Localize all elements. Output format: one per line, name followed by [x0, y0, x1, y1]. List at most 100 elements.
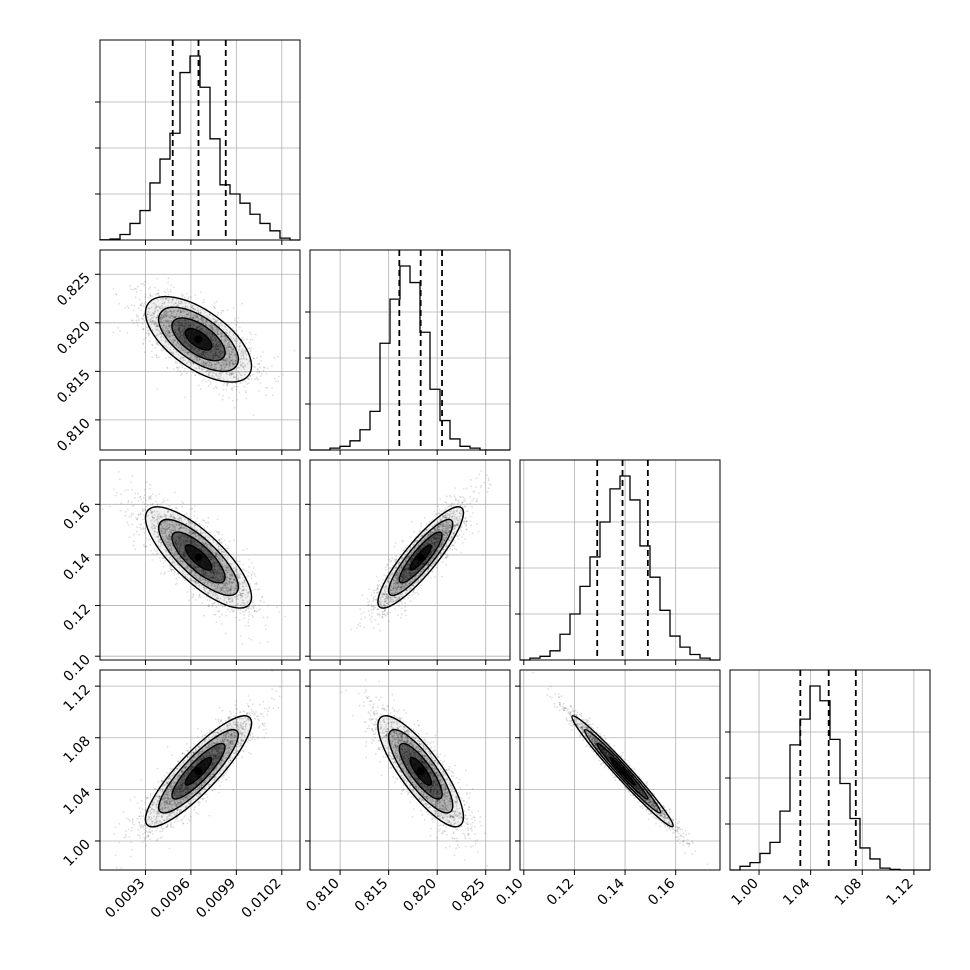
histogram-1: [310, 265, 510, 451]
sample-point: [172, 342, 174, 345]
sample-point: [191, 561, 194, 564]
sample-point: [132, 512, 135, 515]
sample-point: [149, 294, 152, 297]
sample-point: [180, 534, 183, 537]
sample-point: [214, 322, 217, 325]
sample-point: [194, 316, 197, 319]
sample-point: [171, 552, 173, 554]
sample-point: [196, 357, 198, 359]
sample-point: [215, 606, 218, 609]
sample-point: [216, 340, 219, 343]
sample-point: [178, 537, 181, 539]
sample-point: [221, 365, 224, 367]
sample-point: [200, 291, 202, 294]
sample-point: [221, 565, 224, 567]
sample-point: [181, 500, 183, 503]
sample-point: [244, 380, 247, 383]
sample-point: [222, 585, 225, 588]
sample-point: [201, 352, 204, 355]
sample-point: [237, 573, 240, 576]
sample-point: [101, 508, 104, 511]
sample-point: [124, 489, 127, 492]
sample-point: [243, 605, 246, 607]
sample-point: [203, 589, 206, 591]
sample-point: [194, 294, 197, 297]
sample-point: [131, 523, 134, 526]
sample-point: [223, 555, 226, 558]
sample-point: [180, 322, 183, 325]
sample-point: [196, 351, 198, 353]
sample-point: [154, 530, 156, 533]
sample-point: [222, 358, 224, 361]
sample-point: [202, 586, 205, 589]
sample-point: [165, 525, 167, 528]
sample-point: [204, 571, 207, 574]
sample-point: [244, 365, 247, 368]
sample-point: [191, 320, 194, 323]
sample-point: [175, 539, 178, 541]
sample-point: [184, 349, 187, 352]
sample-point: [249, 599, 251, 601]
sample-point: [236, 595, 239, 598]
sample-point: [219, 576, 221, 578]
sample-point: [193, 588, 196, 590]
sample-point: [165, 345, 168, 348]
panel-0-0: [95, 39, 301, 245]
sample-point: [160, 523, 163, 526]
sample-point: [140, 498, 143, 501]
sample-point: [200, 327, 203, 330]
sample-point: [225, 596, 228, 598]
sample-point: [211, 584, 213, 587]
sample-point: [185, 558, 188, 561]
sample-point: [217, 533, 220, 535]
sample-point: [142, 501, 145, 503]
sample-point: [166, 520, 169, 522]
sample-point: [221, 575, 224, 578]
sample-point: [210, 571, 213, 574]
sample-point: [189, 348, 192, 351]
sample-point: [189, 542, 192, 545]
sample-point: [164, 529, 167, 532]
sample-point: [221, 351, 224, 354]
sample-point: [193, 524, 196, 527]
sample-point: [203, 548, 205, 551]
sample-point: [228, 601, 231, 603]
sample-point: [218, 588, 221, 590]
sample-point: [117, 471, 120, 473]
sample-point: [225, 552, 228, 555]
sample-point: [158, 330, 161, 332]
sample-point: [189, 541, 192, 544]
sample-point: [222, 309, 225, 312]
sample-point: [165, 330, 168, 333]
sample-point: [183, 553, 185, 556]
sample-point: [200, 328, 203, 330]
sample-point: [193, 580, 196, 582]
sample-point: [215, 593, 218, 596]
sample-point: [194, 572, 197, 574]
sample-point: [154, 310, 156, 313]
sample-point: [214, 356, 216, 359]
sample-point: [183, 540, 185, 543]
sample-point: [234, 359, 237, 362]
sample-point: [161, 529, 164, 532]
sample-point: [208, 364, 210, 367]
sample-point: [166, 528, 169, 530]
sample-point: [231, 610, 234, 613]
sample-point: [177, 323, 180, 325]
sample-point: [167, 538, 169, 541]
sample-point: [171, 314, 174, 317]
sample-point: [150, 318, 152, 321]
sample-point: [226, 590, 229, 593]
sample-point: [184, 538, 186, 541]
sample-point: [150, 320, 153, 323]
sample-point: [234, 338, 237, 341]
sample-point: [165, 534, 168, 537]
sample-point: [212, 561, 215, 564]
sample-point: [169, 335, 171, 338]
density-peak: [194, 335, 203, 344]
sample-point: [209, 589, 211, 592]
sample-point: [184, 318, 187, 321]
sample-point: [231, 348, 234, 351]
sample-point: [245, 358, 248, 361]
sample-point: [203, 355, 206, 358]
